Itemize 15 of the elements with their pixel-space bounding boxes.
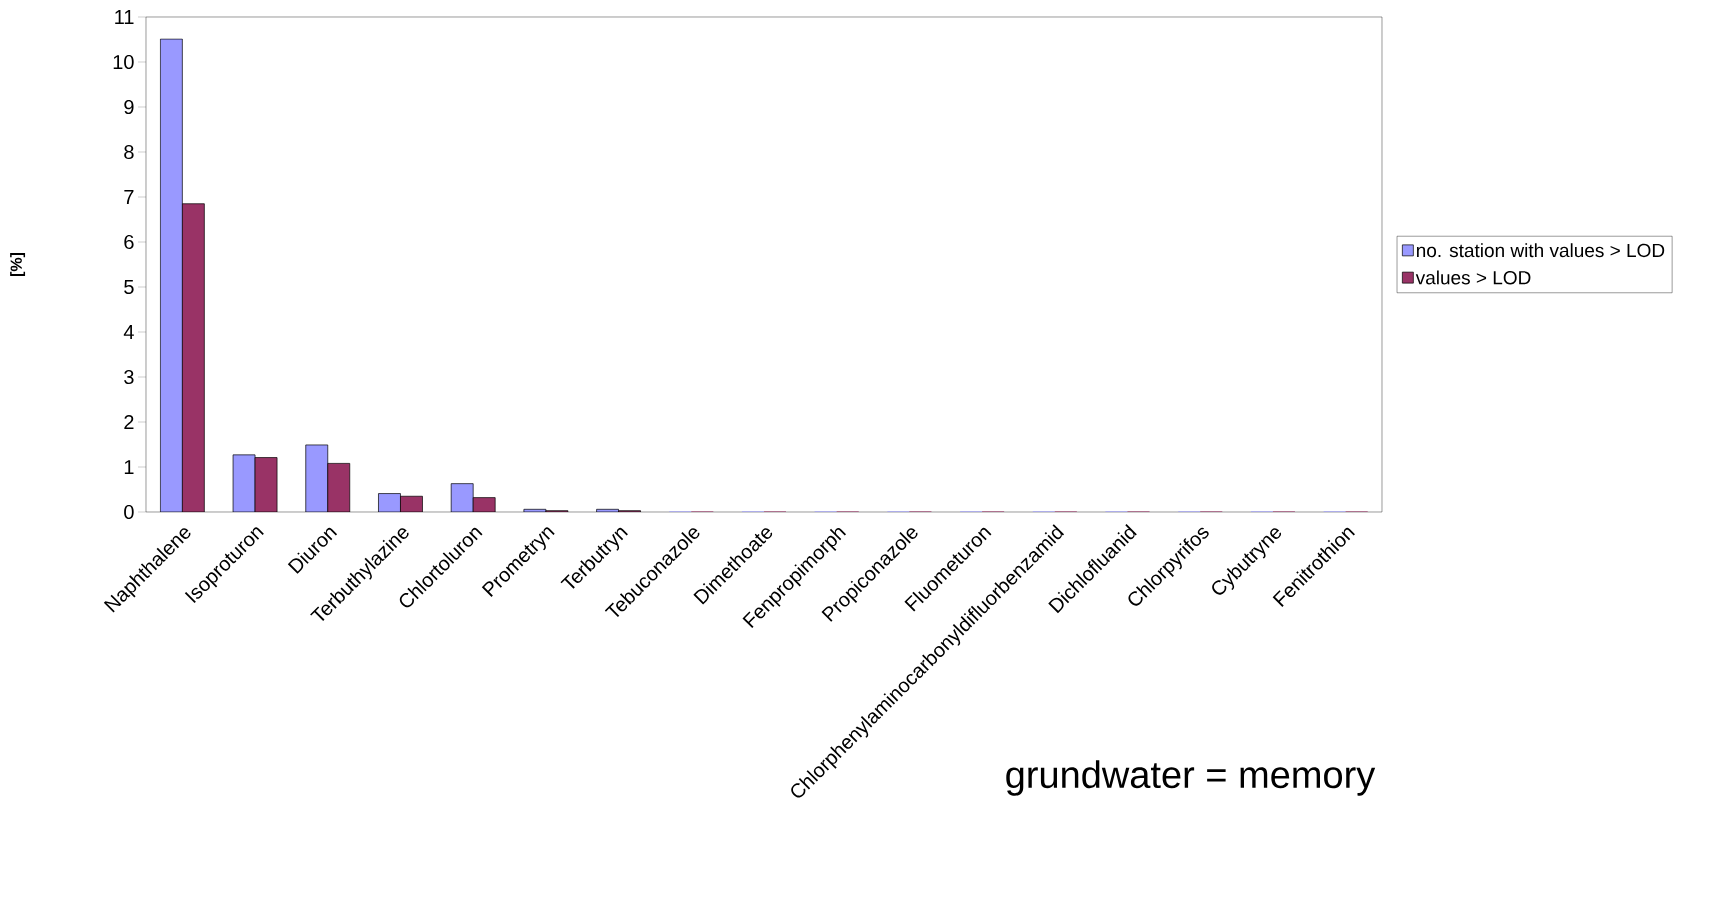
y-tick-label: 7: [124, 190, 134, 204]
y-tick-label: 2: [124, 415, 134, 429]
y-tick-label: 5: [124, 280, 134, 294]
y-tick-label: 8: [124, 144, 134, 160]
y-tick-label: 9: [124, 99, 134, 115]
y-tick-label: 1: [124, 460, 134, 474]
y-tick-label: 0: [124, 504, 134, 520]
legend-label: no. station with values > LOD: [1416, 243, 1665, 258]
legend-label: values > LOD: [1415, 270, 1531, 285]
y-tick-label: 4: [123, 325, 134, 339]
y-tick-label: 10: [113, 54, 134, 70]
y-axis-title: [%]: [10, 252, 26, 277]
y-tick-label: 6: [124, 234, 134, 250]
y-tick-label: 3: [124, 369, 134, 385]
y-tick-label: 11: [115, 10, 134, 24]
